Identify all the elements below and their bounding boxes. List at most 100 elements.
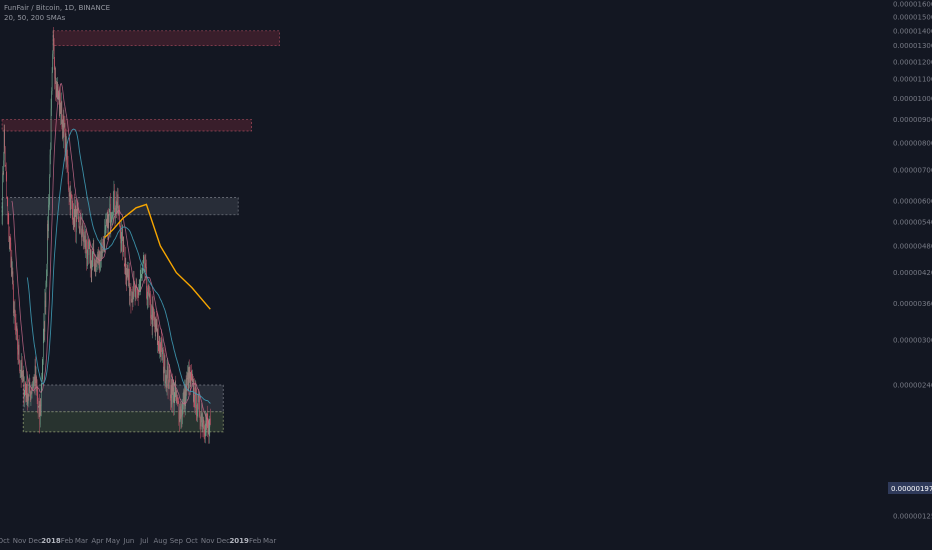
candle-body bbox=[187, 373, 189, 391]
candle-body bbox=[72, 207, 73, 224]
zone-support-4 bbox=[22, 411, 224, 433]
candle bbox=[70, 190, 72, 199]
candle bbox=[6, 171, 8, 200]
candle-body bbox=[110, 220, 112, 226]
candle bbox=[172, 379, 174, 403]
candle bbox=[110, 212, 112, 238]
candle-body bbox=[63, 115, 64, 138]
candle bbox=[91, 260, 93, 283]
candle bbox=[2, 171, 4, 176]
candle bbox=[25, 382, 26, 396]
candle bbox=[21, 353, 22, 380]
candle bbox=[90, 249, 92, 283]
candle-body bbox=[172, 383, 173, 391]
candle-body bbox=[165, 381, 166, 384]
candle-body bbox=[156, 323, 158, 330]
candle bbox=[89, 244, 91, 278]
candle bbox=[13, 300, 15, 324]
candle bbox=[2, 166, 3, 226]
candle bbox=[150, 290, 151, 326]
x-tick-label: 2018 bbox=[41, 537, 61, 545]
candle-body bbox=[136, 285, 137, 288]
candle bbox=[194, 394, 196, 414]
candle-body bbox=[121, 229, 122, 243]
candle-body bbox=[158, 332, 159, 343]
candle-body bbox=[163, 369, 165, 374]
candle-body bbox=[34, 365, 36, 386]
x-tick-label: Jun bbox=[122, 537, 134, 545]
candle-body bbox=[29, 381, 31, 392]
candle bbox=[55, 67, 56, 101]
candle bbox=[122, 236, 124, 257]
candle bbox=[63, 107, 65, 137]
candle bbox=[201, 402, 203, 438]
candle bbox=[83, 229, 84, 250]
x-tick-label: Apr bbox=[91, 537, 103, 545]
candle-body bbox=[166, 375, 167, 388]
candle-body bbox=[45, 283, 47, 308]
candle-body bbox=[86, 250, 87, 260]
candle-body bbox=[2, 173, 4, 175]
candle-body bbox=[149, 293, 150, 297]
candle-body bbox=[41, 385, 42, 407]
candle-body bbox=[196, 388, 197, 416]
candle bbox=[51, 87, 52, 117]
candle-body bbox=[138, 286, 140, 292]
candle-body bbox=[176, 395, 178, 400]
candle-body bbox=[194, 405, 196, 409]
candle-body bbox=[53, 44, 55, 65]
candle-body bbox=[87, 241, 89, 244]
candle bbox=[148, 283, 150, 308]
candle bbox=[149, 287, 151, 306]
x-tick-label: Feb bbox=[249, 537, 262, 545]
candle bbox=[160, 342, 161, 357]
candle-body bbox=[10, 242, 12, 268]
y-tick-label: 0.00000600 bbox=[893, 197, 932, 205]
candle bbox=[146, 286, 148, 306]
candle-body bbox=[191, 373, 192, 378]
candle bbox=[72, 200, 73, 225]
candle-body bbox=[163, 349, 164, 374]
candle-body bbox=[183, 391, 184, 399]
candle bbox=[192, 373, 194, 383]
candle-body bbox=[164, 355, 165, 370]
candle-body bbox=[88, 243, 89, 256]
candle-body bbox=[149, 293, 151, 300]
candle bbox=[84, 225, 85, 248]
candle bbox=[102, 236, 104, 253]
candle-body bbox=[109, 203, 111, 211]
candle bbox=[78, 202, 79, 223]
candle-body bbox=[32, 386, 33, 390]
y-tick-label: 0.00000360 bbox=[893, 300, 932, 308]
candle-body bbox=[84, 235, 85, 237]
x-tick-label: Sep bbox=[170, 537, 184, 545]
candle bbox=[29, 377, 31, 397]
candle-body bbox=[186, 378, 187, 392]
candle-body bbox=[146, 287, 148, 300]
candle bbox=[148, 284, 149, 296]
candle bbox=[119, 205, 120, 228]
candle bbox=[42, 359, 43, 385]
candle-body bbox=[87, 241, 88, 258]
y-tick-label: 0.00000420 bbox=[893, 269, 932, 277]
candle bbox=[142, 267, 143, 281]
candle bbox=[125, 257, 126, 275]
zone-resistance-0 bbox=[52, 30, 280, 47]
candle bbox=[197, 393, 199, 418]
candle bbox=[43, 313, 45, 344]
candle-body bbox=[22, 375, 23, 377]
candle-body bbox=[37, 401, 39, 407]
candle bbox=[47, 216, 48, 277]
candle bbox=[44, 288, 46, 343]
candle bbox=[87, 233, 88, 269]
candle bbox=[66, 136, 67, 168]
candle-body bbox=[197, 411, 198, 417]
candle bbox=[152, 296, 153, 339]
candle-body bbox=[131, 291, 133, 303]
candle-body bbox=[43, 334, 44, 358]
candle bbox=[128, 268, 129, 287]
candle bbox=[153, 308, 155, 327]
candle bbox=[73, 203, 75, 231]
candle bbox=[12, 261, 13, 285]
